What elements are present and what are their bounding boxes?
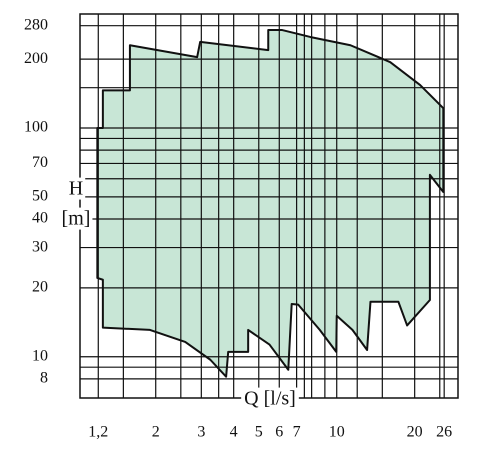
y-tick-label: 100	[24, 119, 48, 136]
x-tick-label: 26	[436, 424, 452, 441]
x-tick-label: 7	[293, 424, 301, 441]
label-background	[59, 207, 93, 230]
x-tick-label: 4	[230, 424, 238, 441]
y-tick-label: 20	[32, 279, 48, 296]
y-tick-label: 30	[32, 238, 48, 255]
y-tick-label: 280	[24, 16, 48, 33]
y-tick-label: 70	[32, 154, 48, 171]
x-tick-label: 20	[407, 424, 423, 441]
x-tick-label: 1,2	[88, 424, 108, 441]
x-tick-label: 3	[197, 424, 205, 441]
label-background	[66, 177, 86, 200]
y-tick-label: 8	[40, 370, 48, 387]
operating-range	[96, 29, 445, 378]
y-tick-label: 200	[24, 50, 48, 67]
label-background	[241, 387, 299, 410]
y-tick-label: 10	[32, 347, 48, 364]
y-axis-label: [m]	[62, 208, 91, 230]
x-tick-label: 10	[329, 424, 345, 441]
x-tick-label: 5	[255, 424, 263, 441]
y-tick-label: 40	[32, 210, 48, 227]
y-tick-label: 50	[32, 188, 48, 205]
x-tick-label: 2	[152, 424, 160, 441]
y-axis-label: H	[69, 178, 83, 200]
x-tick-label: 6	[275, 424, 283, 441]
x-axis-label: Q [l/s]	[244, 388, 296, 410]
